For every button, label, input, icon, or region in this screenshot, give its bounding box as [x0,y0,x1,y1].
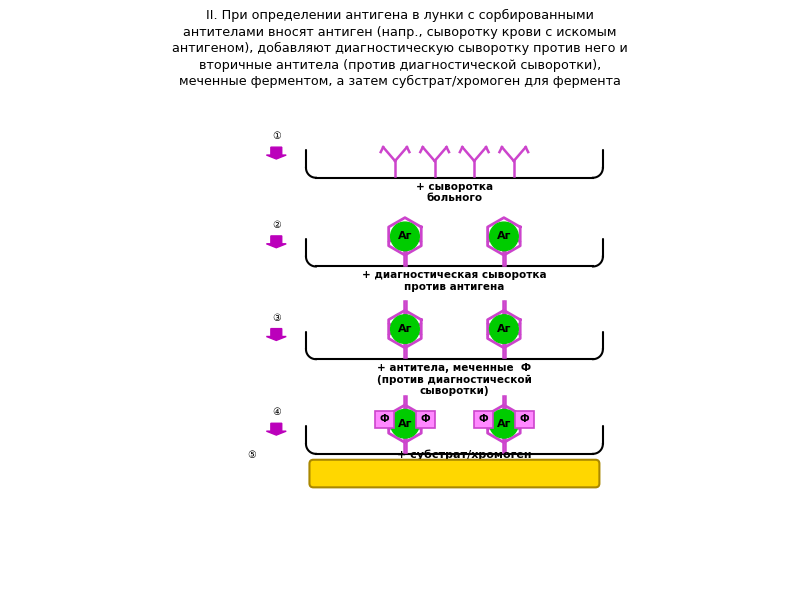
Text: + субстрат/хромоген: + субстрат/хромоген [397,449,531,460]
Polygon shape [266,329,286,340]
Text: + диагностическая сыворотка
против антигена: + диагностическая сыворотка против антиг… [362,271,546,292]
Text: ⑤: ⑤ [247,450,256,460]
FancyBboxPatch shape [416,411,435,428]
Text: Аг: Аг [398,324,412,334]
Text: Аг: Аг [497,419,511,429]
FancyBboxPatch shape [310,460,599,487]
FancyBboxPatch shape [374,411,394,428]
FancyBboxPatch shape [474,411,493,428]
Circle shape [390,222,419,251]
Text: Ф: Ф [520,415,530,424]
Text: Ф: Ф [478,415,488,424]
Polygon shape [266,147,286,159]
Text: ②: ② [272,220,281,230]
Circle shape [390,315,419,343]
Text: ④: ④ [272,407,281,418]
Text: + антитела, меченные  Ф
(против диагностической
сыворотки): + антитела, меченные Ф (против диагности… [377,363,532,397]
Text: Аг: Аг [497,324,511,334]
Text: ①: ① [272,131,281,141]
FancyBboxPatch shape [515,411,534,428]
Text: Аг: Аг [497,232,511,241]
Text: ③: ③ [272,313,281,323]
Circle shape [490,222,518,251]
Polygon shape [266,236,286,248]
Text: + сыворотка
больного: + сыворотка больного [416,182,493,203]
Circle shape [490,315,518,343]
Text: II. При определении антигена в лунки с сорбированными
антителами вносят антиген : II. При определении антигена в лунки с с… [172,9,628,88]
Polygon shape [266,423,286,435]
Text: Аг: Аг [398,419,412,429]
Text: Аг: Аг [398,232,412,241]
Text: Ф: Ф [421,415,430,424]
Text: Ф: Ф [379,415,389,424]
Circle shape [490,409,518,438]
Circle shape [390,409,419,438]
